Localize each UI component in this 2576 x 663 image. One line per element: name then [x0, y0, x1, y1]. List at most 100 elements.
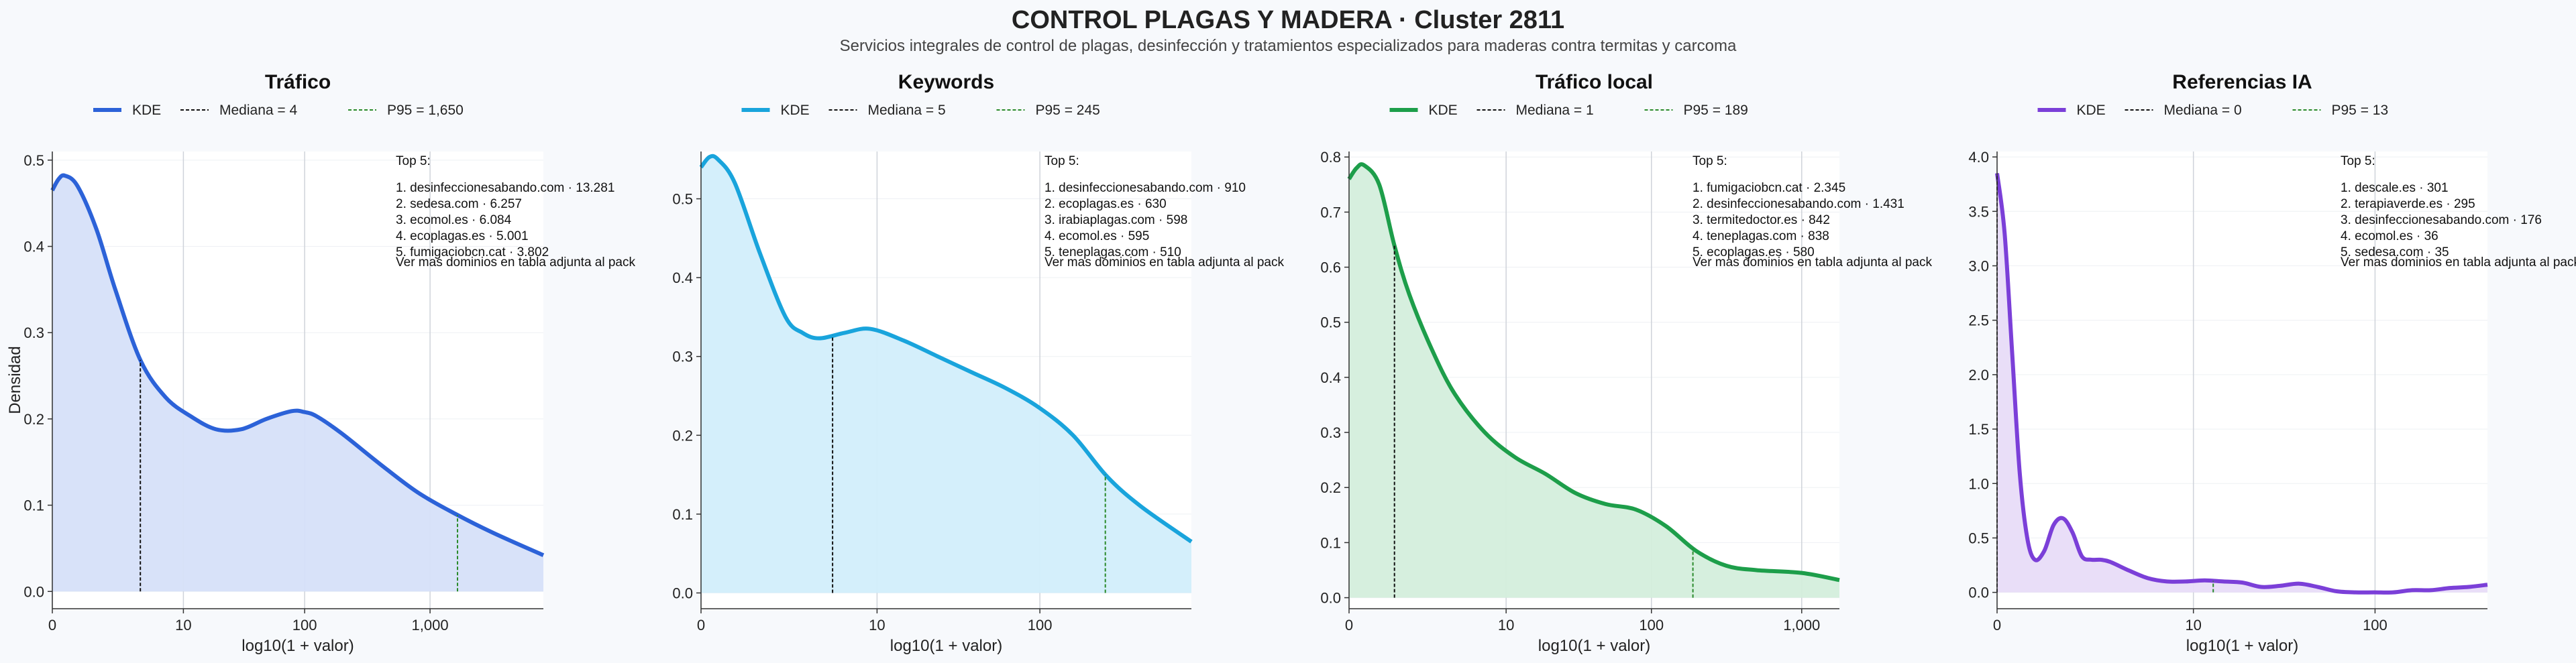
panel-title: Tráfico	[265, 71, 331, 93]
top5-item: 5. teneplagas.com · 510	[1044, 245, 1181, 259]
top5-item: 4. ecomol.es · 595	[1044, 229, 1149, 243]
top5-item: 2. terapiaverde.es · 295	[2341, 197, 2475, 211]
x-tick-label: 100	[292, 617, 317, 634]
top5-item: 3. termitedoctor.es · 842	[1693, 213, 1830, 227]
y-tick-label: 3.5	[1968, 203, 1989, 220]
legend-label-median: Mediana = 4	[219, 103, 297, 118]
top5-item: 3. ecomol.es · 6.084	[396, 213, 512, 227]
y-tick-label: 0.5	[23, 152, 44, 169]
kde-line	[1347, 162, 1840, 583]
top5-item: 2. ecoplagas.es · 630	[1044, 197, 1167, 211]
legend-label-kde: KDE	[781, 103, 810, 118]
x-tick-label: 10	[175, 617, 191, 634]
y-tick-label: 0.2	[23, 411, 44, 428]
top5-title: Top 5:	[396, 154, 431, 168]
y-tick-label: 0.1	[1320, 534, 1341, 551]
x-tick-label: 0	[697, 617, 705, 634]
top5-note: Ver mas dominios en tabla adjunta al pac…	[396, 255, 635, 269]
x-axis-label: log10(1 + valor)	[890, 637, 1002, 655]
y-tick-label: 0.2	[1320, 479, 1341, 496]
legend: KDE Mediana = 4 P95 = 1,650	[93, 103, 464, 118]
panel-title: Tráfico local	[1536, 71, 1653, 93]
y-tick-label: 2.0	[1968, 367, 1989, 383]
y-tick-label: 0.3	[23, 324, 44, 341]
y-tick-label: 0.4	[1320, 369, 1341, 386]
y-tick-label: 0.0	[1320, 590, 1341, 607]
chart-panel-2: 0.0 0.1 0.2 0.3 0.4 0.5 0 10 100 log10(1 + valor)…	[672, 71, 1284, 655]
y-tick-label: 0.5	[672, 191, 693, 208]
kde-area	[1349, 164, 1839, 598]
x-axis-label: log10(1 + valor)	[241, 637, 354, 655]
y-tick-label: 0.6	[1320, 259, 1341, 276]
top5-item: 4. ecoplagas.es · 5.001	[396, 229, 529, 243]
y-axis-label: Densidad	[6, 346, 24, 414]
y-tick-label: 4.0	[1968, 149, 1989, 166]
chart-panel-3: 0.0 0.1 0.2 0.3 0.4 0.5 0.6 0.7 0.8 0 10 100 1,000 lo…	[1320, 71, 1932, 655]
x-axis-label: log10(1 + valor)	[1538, 637, 1650, 655]
kde-line	[1995, 173, 2488, 595]
legend-label-kde: KDE	[2077, 103, 2106, 118]
top5-item: 3. irabiaplagas.com · 598	[1044, 213, 1187, 227]
x-tick-label: 1,000	[412, 617, 449, 634]
kde-line	[699, 154, 1193, 544]
y-tick-label: 3.0	[1968, 258, 1989, 275]
top5-item: 2. sedesa.com · 6.257	[396, 197, 522, 211]
top5-title: Top 5:	[2341, 154, 2375, 168]
legend: KDE Mediana = 0 P95 = 13	[2037, 103, 2389, 118]
top5-item: 1. fumigaciobcn.cat · 2.345	[1693, 181, 1845, 195]
y-tick-label: 0.8	[1320, 149, 1341, 166]
top5-item: 2. desinfeccionesabando.com · 1.431	[1693, 197, 1904, 211]
x-tick-label: 0	[48, 617, 56, 634]
y-tick-label: 0.7	[1320, 204, 1341, 221]
legend: KDE Mediana = 5 P95 = 245	[741, 103, 1100, 118]
y-tick-label: 1.5	[1968, 421, 1989, 438]
panel-title: Referencias IA	[2172, 71, 2312, 93]
y-tick-label: 1.0	[1968, 475, 1989, 492]
top5-title: Top 5:	[1044, 154, 1079, 168]
top5-item: 4. ecomol.es · 36	[2341, 229, 2438, 243]
y-tick-label: 0.0	[1968, 585, 1989, 601]
top5-item: 1. desinfeccionesabando.com · 13.281	[396, 181, 614, 195]
chart-panel-1: 0.0 0.1 0.2 0.3 0.4 0.5 0 10 100 1,000 log10(1 + v…	[6, 71, 635, 655]
x-tick-label: 0	[1345, 617, 1353, 634]
y-tick-label: 0.0	[23, 583, 44, 600]
top5-note: Ver mas dominios en tabla adjunta al pac…	[1693, 255, 1932, 269]
y-tick-label: 0.1	[23, 497, 44, 514]
y-tick-label: 0.4	[672, 269, 693, 286]
x-tick-label: 1,000	[1783, 617, 1820, 634]
top5-item: 5. sedesa.com · 35	[2341, 245, 2449, 259]
legend-label-kde: KDE	[1429, 103, 1458, 118]
y-tick-label: 0.1	[672, 506, 693, 523]
x-tick-label: 0	[1993, 617, 2001, 634]
top5-item: 3. desinfeccionesabando.com · 176	[2341, 213, 2542, 227]
y-tick-label: 0.0	[672, 585, 693, 601]
y-tick-label: 0.5	[1968, 530, 1989, 546]
legend-label-p95: P95 = 13	[2332, 103, 2389, 118]
top5-item: 1. desinfeccionesabando.com · 910	[1044, 181, 1246, 195]
x-tick-label: 100	[1639, 617, 1664, 634]
plot-area	[1997, 152, 2487, 609]
x-tick-label: 10	[869, 617, 885, 634]
chart-panel-4: 0.0 0.5 1.0 1.5 2.0 2.5 3.0 3.5 4.0 0 10 100 log10(1…	[1968, 71, 2576, 655]
top5-item: 5. ecoplagas.es · 580	[1693, 245, 1815, 259]
legend-label-median: Mediana = 1	[1516, 103, 1594, 118]
x-tick-label: 100	[2363, 617, 2387, 634]
x-axis-label: log10(1 + valor)	[2186, 637, 2298, 655]
panel-title: Keywords	[898, 71, 994, 93]
x-tick-label: 100	[1028, 617, 1053, 634]
x-tick-label: 10	[1498, 617, 1514, 634]
top5-item: 4. teneplagas.com · 838	[1693, 229, 1829, 243]
y-tick-label: 0.3	[1320, 424, 1341, 441]
y-tick-label: 0.5	[1320, 314, 1341, 331]
y-tick-label: 2.5	[1968, 312, 1989, 329]
y-tick-label: 0.2	[672, 427, 693, 444]
legend: KDE Mediana = 1 P95 = 189	[1389, 103, 1748, 118]
kde-area	[52, 175, 543, 592]
page-subtitle: Servicios integrales de control de plaga…	[840, 37, 1737, 55]
top5-note: Ver mas dominios en tabla adjunta al pac…	[1044, 255, 1284, 269]
kde-area	[701, 156, 1191, 593]
top5-item: 1. descale.es · 301	[2341, 181, 2449, 195]
top5-item: 5. fumigaciobcn.cat · 3.802	[396, 245, 549, 259]
